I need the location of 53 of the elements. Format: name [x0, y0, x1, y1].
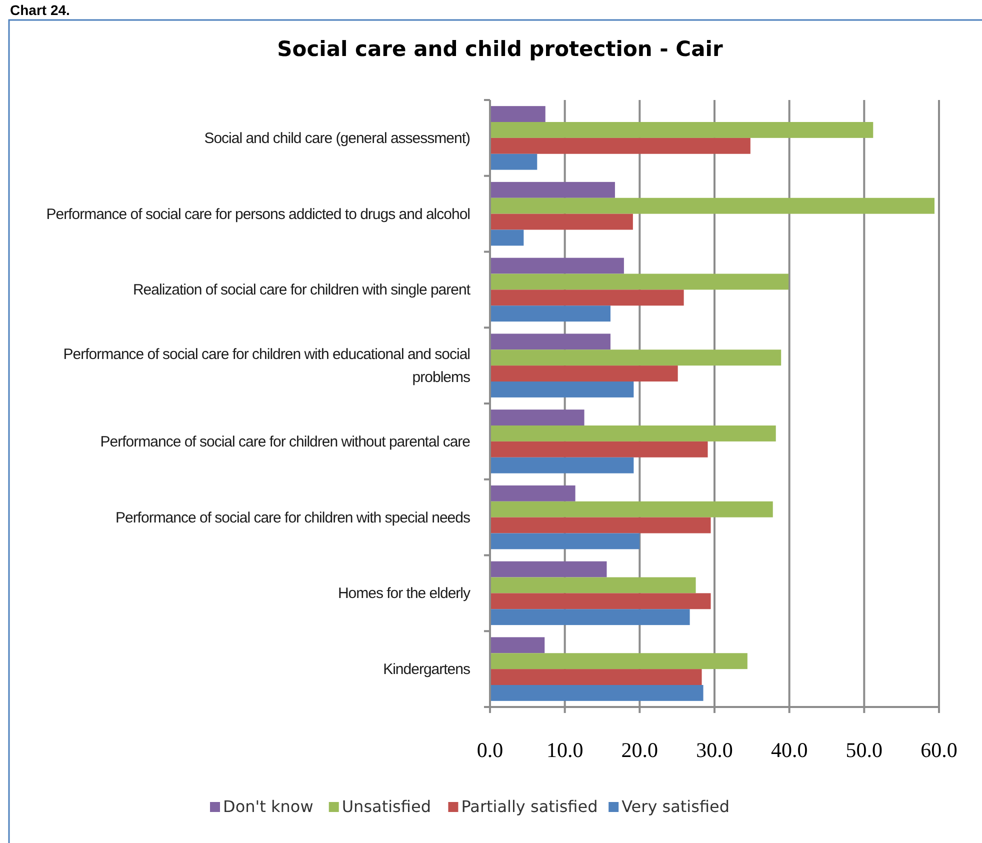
bar — [490, 306, 610, 322]
bar — [490, 653, 748, 670]
x-tick-label: 40.0 — [770, 738, 808, 762]
bar — [490, 457, 634, 474]
bar — [490, 198, 935, 214]
caption: Chart 24. — [10, 2, 70, 18]
legend-label: Don't know — [223, 797, 314, 816]
bar — [490, 366, 678, 382]
bar — [490, 122, 874, 138]
y-tick-label: Kindergartens — [383, 661, 470, 678]
x-tick-label: 30.0 — [696, 738, 733, 762]
y-tick-label: Homes for the elderly — [338, 585, 471, 602]
bar — [490, 258, 624, 274]
bar — [490, 577, 696, 594]
bar — [490, 501, 773, 518]
bar — [490, 182, 615, 198]
bar — [490, 426, 776, 442]
legend-label: Unsatisfied — [342, 797, 431, 816]
y-tick-label: Realization of social care for children with single parent — [132, 282, 472, 299]
bar — [490, 154, 538, 170]
bar — [490, 274, 789, 290]
chart-title: Social care and child protection - Cair — [277, 37, 724, 61]
legend-label: Very satisfied — [622, 797, 730, 816]
y-tick-label: Performance of social care for children without parental care — [100, 433, 470, 450]
bar — [490, 410, 584, 426]
bar — [490, 381, 634, 398]
bar — [490, 684, 704, 701]
bar — [490, 214, 633, 230]
y-tick-label: Performance of social care for persons addicted to drugs and alcohol — [46, 206, 470, 223]
bar — [490, 593, 711, 610]
bar — [490, 561, 607, 578]
bar — [490, 441, 708, 458]
bar — [490, 334, 610, 350]
bar — [490, 106, 546, 122]
bar — [490, 290, 684, 306]
bar — [490, 138, 750, 154]
bar — [490, 533, 640, 550]
bar — [490, 609, 690, 626]
legend-label: Partially satisfied — [461, 797, 598, 816]
x-tick-label: 60.0 — [920, 738, 958, 762]
y-tick-label: Social and child care (general assessment) — [204, 130, 470, 147]
x-tick-label: 50.0 — [846, 738, 883, 762]
bar — [490, 485, 576, 502]
bar — [490, 669, 702, 685]
y-tick-label: Performance of social care for children with educational and social problems — [63, 346, 470, 386]
x-tick-label: 20.0 — [621, 738, 658, 762]
x-tick-label: 10.0 — [546, 738, 584, 762]
y-tick-label: Performance of social care for children with special needs — [115, 509, 470, 526]
bar — [490, 350, 782, 366]
bar — [490, 637, 545, 654]
bar — [490, 517, 711, 534]
x-tick-label: 0.0 — [476, 738, 504, 762]
bar — [490, 230, 524, 246]
